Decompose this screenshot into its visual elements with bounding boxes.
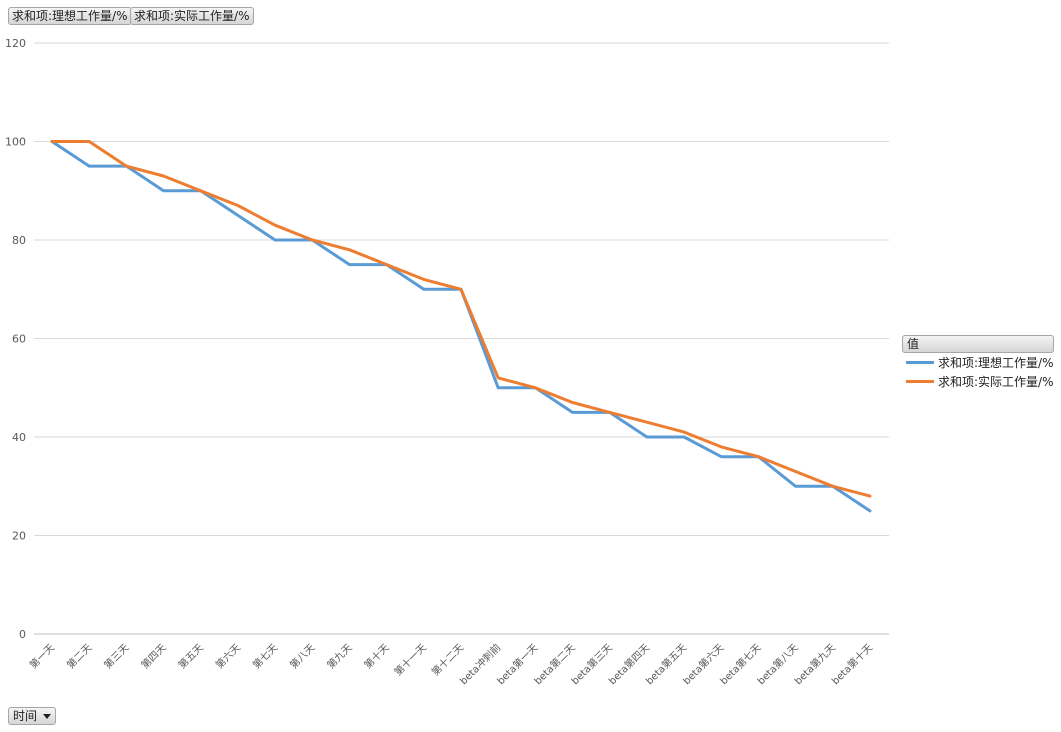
chevron-down-icon [43,713,52,719]
series-line-actual[interactable] [50,140,872,498]
x-tick-label: 第四天 [138,641,168,671]
field-button-ideal[interactable]: 求和项:理想工作量/% [8,7,132,25]
field-button-actual[interactable]: 求和项:实际工作量/% [130,7,254,25]
legend-label-ideal: 求和项:理想工作量/% [938,356,1054,370]
x-tick-label: 第一天 [27,641,57,671]
axis-field-label: 时间 [13,709,38,723]
legend-item-ideal[interactable]: 求和项:理想工作量/% [902,353,1054,372]
x-tick-label: 第十二天 [429,641,466,678]
legend-swatch-actual [906,380,934,383]
axis-field-dropdown[interactable]: 时间 [8,707,57,725]
x-tick-label: beta第十天 [829,641,875,687]
x-tick-label: 第三天 [101,641,131,671]
series-lines [50,140,872,513]
y-axis-ticks: 0 20 40 60 80 100 120 [5,37,26,641]
y-tick-label: 80 [12,234,26,247]
x-tick-label: 第六天 [213,641,243,671]
y-tick-label: 0 [19,628,26,641]
y-tick-label: 20 [12,530,26,543]
legend-swatch-ideal [906,361,934,364]
x-tick-label: 第二天 [64,641,94,671]
y-tick-label: 40 [12,431,26,444]
legend-header-button[interactable]: 值 [902,335,1054,353]
legend-item-actual[interactable]: 求和项:实际工作量/% [902,372,1054,391]
line-chart: 0 20 40 60 80 100 120 第一天 第二天 第三天 第四天 第五天 第六天 第七天 第八天… [5,37,889,687]
legend: 值 求和项:理想工作量/% 求和项:实际工作量/% [902,335,1054,391]
x-tick-label: 第五天 [175,641,205,671]
series-line-ideal[interactable] [50,140,872,513]
x-tick-label: 第十一天 [391,641,428,678]
x-tick-label: 第十天 [361,641,391,671]
x-tick-label: 第七天 [250,641,280,671]
legend-label-actual: 求和项:实际工作量/% [938,375,1054,389]
gridlines [34,42,889,635]
y-tick-label: 100 [5,136,26,149]
y-tick-label: 120 [5,37,26,50]
x-axis-ticks: 第一天 第二天 第三天 第四天 第五天 第六天 第七天 第八天 第九天 第十天 第十一天 第十二天 be… [27,641,875,687]
y-tick-label: 60 [12,333,26,346]
x-tick-label: 第八天 [287,641,317,671]
x-tick-label: 第九天 [324,641,354,671]
